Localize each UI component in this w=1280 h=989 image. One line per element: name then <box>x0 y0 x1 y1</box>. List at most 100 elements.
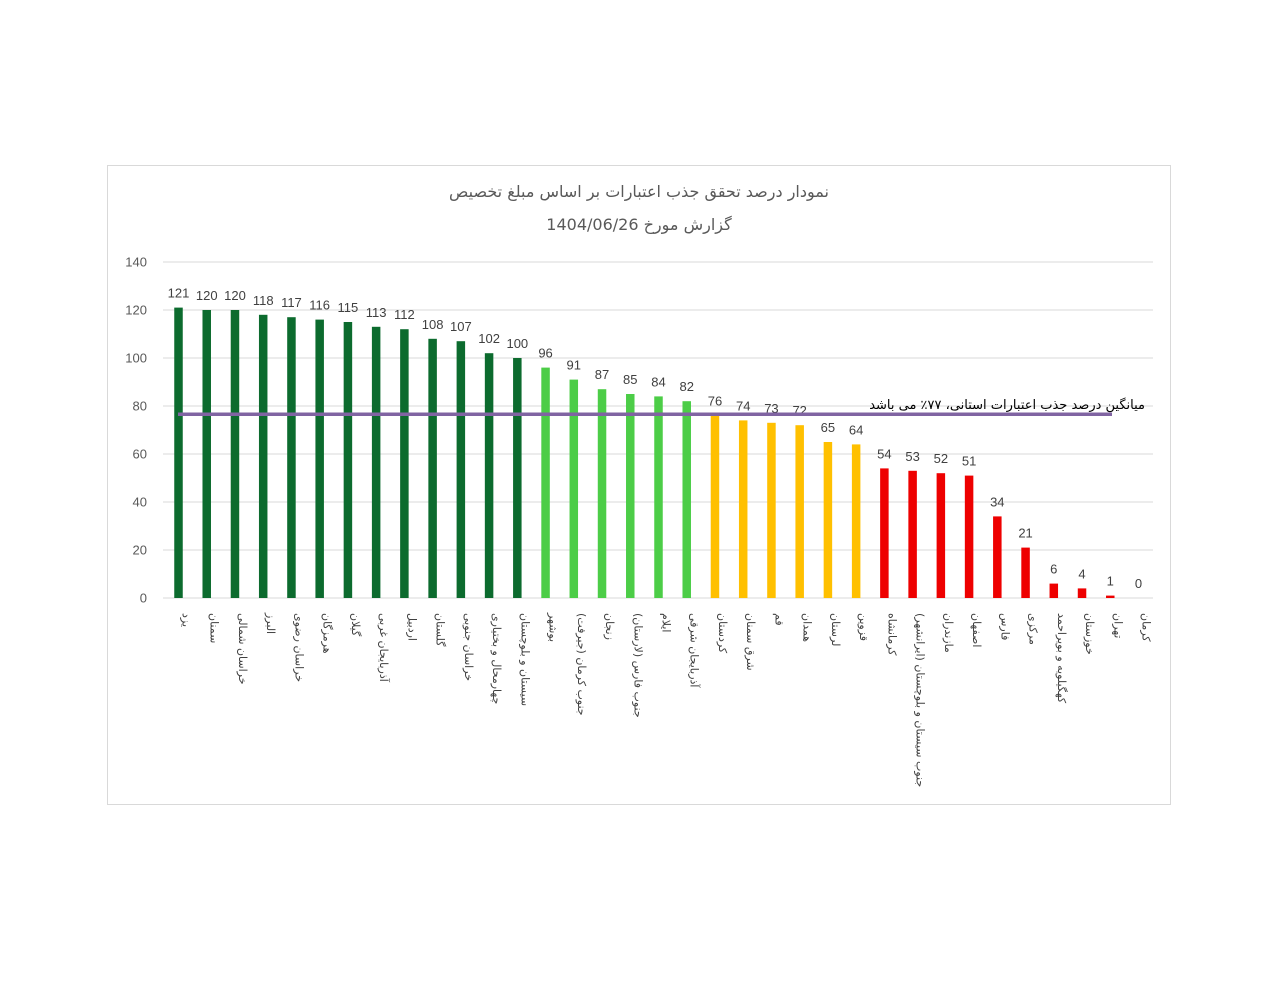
data-label: 54 <box>877 446 891 461</box>
category-label: کردستان <box>716 613 729 654</box>
data-label: 120 <box>224 288 246 303</box>
category-label: قم <box>772 613 785 626</box>
data-label: 87 <box>595 367 609 382</box>
data-label: 113 <box>366 305 387 320</box>
data-label: 116 <box>309 298 330 313</box>
data-label: 121 <box>168 286 190 301</box>
category-label: آذربایجان غربی <box>377 613 391 683</box>
data-label: 34 <box>990 494 1004 509</box>
category-label: جنوب کرمان (جیرفت) <box>575 613 588 716</box>
bar <box>258 314 268 598</box>
bar <box>1106 595 1115 598</box>
category-label: مرکزی <box>1027 613 1040 645</box>
data-label: 64 <box>849 422 863 437</box>
bar <box>400 329 409 598</box>
category-label: اردبیل <box>405 613 418 641</box>
category-label: لرستان <box>829 613 842 646</box>
average-line-label: میانگین درصد جذب اعتبارات استانی، ۷۷٪ می… <box>869 397 1145 413</box>
category-label: جنوب فارس (لارستان) <box>631 613 644 718</box>
category-label: زنجان <box>603 613 616 640</box>
bar <box>880 468 889 598</box>
data-label: 53 <box>905 449 919 464</box>
category-label: اصفهان <box>970 613 983 647</box>
data-label: 1 <box>1107 574 1114 589</box>
data-label: 120 <box>196 288 218 303</box>
chart-title: نمودار درصد تحقق جذب اعتبارات بر اساس مب… <box>449 182 829 201</box>
y-tick-label: 60 <box>133 447 147 462</box>
category-label: بوشهر <box>547 612 560 642</box>
data-label: 108 <box>422 317 444 332</box>
data-label: 100 <box>506 336 528 351</box>
data-label: 115 <box>338 300 359 315</box>
data-label: 96 <box>538 346 552 361</box>
data-label: 73 <box>764 401 778 416</box>
bar <box>710 415 720 598</box>
data-label: 91 <box>567 358 581 373</box>
bar <box>315 319 324 598</box>
category-label: فارس <box>998 613 1011 640</box>
y-tick-label: 0 <box>140 591 147 606</box>
bar <box>823 442 833 598</box>
category-label: تهران <box>1111 613 1124 638</box>
data-label: 52 <box>934 451 948 466</box>
category-label: مازندران <box>942 613 955 653</box>
bar <box>174 307 183 598</box>
bar <box>343 322 353 598</box>
category-label: خراسان رضوی <box>292 613 305 682</box>
data-label: 82 <box>680 379 694 394</box>
y-tick-label: 40 <box>133 495 147 510</box>
bar <box>964 475 974 598</box>
bar <box>993 516 1002 598</box>
category-label: خراسان جنوبی <box>462 613 475 681</box>
bar <box>654 396 663 598</box>
bar <box>371 326 381 598</box>
category-label: آذربایجان شرقی <box>688 613 702 688</box>
bar <box>597 389 607 598</box>
bar <box>484 353 494 598</box>
category-label: سیستان و بلوچستان <box>518 613 531 706</box>
bar <box>936 473 946 598</box>
bar <box>767 422 776 598</box>
bar <box>1021 547 1030 598</box>
bar <box>287 317 296 598</box>
bar <box>513 358 522 598</box>
y-tick-label: 100 <box>125 351 147 366</box>
category-label: شرق سمنان <box>744 613 757 671</box>
bar <box>738 420 748 598</box>
category-label: البرز <box>264 612 277 634</box>
bar <box>682 401 691 598</box>
chart-frame <box>107 165 1171 805</box>
data-label: 102 <box>478 331 500 346</box>
category-label: هرمزگان <box>321 613 334 654</box>
category-label: یزد <box>180 613 193 627</box>
category-label: جنوب سیستان و بلوچستان (ایرانشهر) <box>914 613 927 787</box>
category-label: خوزستان <box>1083 613 1096 655</box>
data-label: 74 <box>736 398 750 413</box>
y-tick-label: 20 <box>133 543 147 558</box>
bar <box>230 310 240 598</box>
chart-subtitle: گزارش مورخ 1404/06/26 <box>546 215 732 234</box>
bar <box>202 310 211 598</box>
bar <box>428 338 437 598</box>
data-label: 6 <box>1050 562 1057 577</box>
y-tick-label: 140 <box>125 255 147 270</box>
data-label: 76 <box>708 394 722 409</box>
category-label: گلستان <box>434 613 447 647</box>
y-tick-label: 120 <box>125 303 147 318</box>
bar <box>569 379 579 598</box>
category-label: قزوین <box>857 613 870 641</box>
data-label: 4 <box>1078 566 1085 581</box>
category-label: چهارمحال و بختیاری <box>490 613 503 704</box>
category-label: کرمانشاه <box>885 613 898 656</box>
bar <box>541 367 550 598</box>
data-label: 21 <box>1018 526 1032 541</box>
category-label: کهگیلویه و بویراحمد <box>1055 613 1068 704</box>
bar <box>626 394 635 598</box>
data-label: 51 <box>962 454 976 469</box>
data-label: 84 <box>651 374 665 389</box>
data-label: 117 <box>281 295 302 310</box>
data-label: 107 <box>450 319 472 334</box>
bar <box>456 341 466 598</box>
data-label: 118 <box>253 293 274 308</box>
